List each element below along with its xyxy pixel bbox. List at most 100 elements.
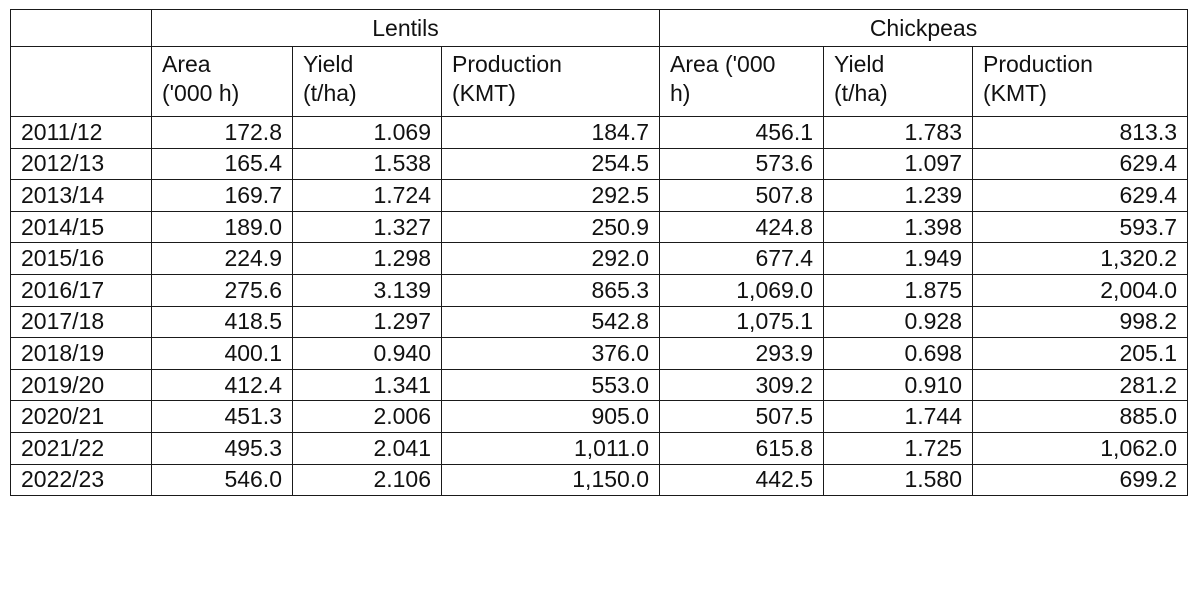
cell-chickpeas-production: 813.3 (972, 116, 1189, 149)
cell-chickpeas-production: 885.0 (972, 400, 1189, 433)
cell-lentils-area: 172.8 (151, 116, 293, 149)
cell-year: 2019/20 (10, 368, 152, 402)
cell-lentils-yield: 3.139 (292, 273, 442, 307)
cell-chickpeas-area: 424.8 (659, 210, 825, 244)
cell-lentils-yield: 0.940 (292, 337, 442, 370)
cell-chickpeas-production: 205.1 (972, 337, 1189, 370)
cell-year: 2013/14 (10, 179, 152, 212)
cell-lentils-area: 495.3 (151, 431, 293, 465)
header-line: ('000 h) (162, 80, 240, 106)
cell-chickpeas-area: 507.8 (659, 179, 825, 212)
cell-chickpeas-area: 309.2 (659, 368, 825, 402)
cell-year: 2020/21 (10, 400, 152, 433)
header-line: Area ('000 (670, 51, 776, 77)
cell-chickpeas-production: 699.2 (972, 463, 1189, 497)
header-line: (t/ha) (303, 80, 357, 106)
cell-chickpeas-production: 629.4 (972, 179, 1189, 212)
cell-chickpeas-area: 507.5 (659, 400, 825, 433)
cell-chickpeas-yield: 1.725 (823, 431, 974, 465)
table-row: 2014/15 189.0 1.327 250.9 424.8 1.398 593.7 (10, 210, 1189, 244)
cell-year: 2012/13 (10, 147, 152, 181)
cell-year: 2022/23 (10, 463, 152, 497)
column-header-chickpeas-area: Area ('000 h) (659, 46, 825, 117)
cell-chickpeas-area: 573.6 (659, 147, 825, 181)
cell-chickpeas-area: 1,075.1 (659, 305, 825, 339)
cell-lentils-area: 169.7 (151, 179, 293, 212)
cell-chickpeas-yield: 1.875 (823, 273, 974, 307)
cell-lentils-production: 905.0 (440, 400, 661, 433)
cell-chickpeas-production: 998.2 (972, 305, 1189, 339)
header-line: Production (452, 51, 562, 77)
table-row: 2011/12 172.8 1.069 184.7 456.1 1.783 813.3 (10, 116, 1189, 149)
production-table: Lentils Chickpeas Area ('000 h) Yield (t/h… (10, 9, 1189, 497)
cell-lentils-yield: 2.106 (292, 463, 442, 497)
cell-lentils-production: 865.3 (440, 273, 661, 307)
cell-year: 2021/22 (10, 431, 152, 465)
cell-chickpeas-yield: 0.910 (823, 368, 974, 402)
cell-lentils-yield: 1.538 (292, 147, 442, 181)
cell-lentils-area: 546.0 (151, 463, 293, 497)
column-header-chickpeas-yield: Yield (t/ha) (823, 46, 974, 117)
cell-chickpeas-yield: 1.239 (823, 179, 974, 212)
group-header-chickpeas: Chickpeas (659, 9, 1189, 47)
cell-chickpeas-area: 293.9 (659, 337, 825, 370)
cell-lentils-production: 376.0 (440, 337, 661, 370)
cell-chickpeas-yield: 0.698 (823, 337, 974, 370)
corner-cell (10, 9, 152, 47)
table-row: 2017/18 418.5 1.297 542.8 1,075.1 0.928 998.2 (10, 305, 1189, 339)
header-line: (t/ha) (834, 80, 888, 106)
cell-year: 2011/12 (10, 116, 152, 149)
cell-lentils-yield: 1.327 (292, 210, 442, 244)
column-header-lentils-area: Area ('000 h) (151, 46, 293, 117)
cell-chickpeas-yield: 1.580 (823, 463, 974, 497)
corner-cell-sub (10, 46, 152, 117)
table-row: 2019/20 412.4 1.341 553.0 309.2 0.910 281.2 (10, 368, 1189, 402)
cell-lentils-area: 275.6 (151, 273, 293, 307)
table-row: 2015/16 224.9 1.298 292.0 677.4 1.949 1,320.2 (10, 242, 1189, 275)
cell-lentils-area: 451.3 (151, 400, 293, 433)
header-line: Yield (303, 51, 354, 77)
header-line: h) (670, 80, 691, 106)
column-header-lentils-yield: Yield (t/ha) (292, 46, 442, 117)
cell-chickpeas-yield: 1.744 (823, 400, 974, 433)
table-row: 2022/23 546.0 2.106 1,150.0 442.5 1.580 699.2 (10, 463, 1189, 497)
table-row: 2020/21 451.3 2.006 905.0 507.5 1.744 885.0 (10, 400, 1189, 433)
table-row: 2016/17 275.6 3.139 865.3 1,069.0 1.875 2,004.… (10, 273, 1189, 307)
cell-lentils-production: 184.7 (440, 116, 661, 149)
header-line: Production (983, 51, 1093, 77)
cell-lentils-production: 254.5 (440, 147, 661, 181)
cell-chickpeas-yield: 1.949 (823, 242, 974, 275)
cell-lentils-yield: 1.341 (292, 368, 442, 402)
cell-lentils-yield: 1.724 (292, 179, 442, 212)
cell-chickpeas-production: 1,062.0 (972, 431, 1189, 465)
cell-year: 2017/18 (10, 305, 152, 339)
group-header-row: Lentils Chickpeas (10, 9, 1189, 47)
cell-chickpeas-area: 442.5 (659, 463, 825, 497)
cell-chickpeas-production: 2,004.0 (972, 273, 1189, 307)
table-row: 2021/22 495.3 2.041 1,011.0 615.8 1.725 1,062.… (10, 431, 1189, 465)
cell-lentils-yield: 2.006 (292, 400, 442, 433)
cell-year: 2014/15 (10, 210, 152, 244)
cell-lentils-area: 418.5 (151, 305, 293, 339)
column-header-lentils-production: Production (KMT) (440, 46, 661, 117)
cell-lentils-production: 1,150.0 (440, 463, 661, 497)
cell-chickpeas-yield: 1.783 (823, 116, 974, 149)
header-line: (KMT) (983, 80, 1047, 106)
cell-lentils-yield: 1.297 (292, 305, 442, 339)
cell-year: 2015/16 (10, 242, 152, 275)
table-row: 2013/14 169.7 1.724 292.5 507.8 1.239 629.4 (10, 179, 1189, 212)
cell-chickpeas-area: 677.4 (659, 242, 825, 275)
cell-lentils-production: 542.8 (440, 305, 661, 339)
cell-lentils-production: 553.0 (440, 368, 661, 402)
column-header-chickpeas-production: Production (KMT) (972, 46, 1189, 117)
cell-chickpeas-production: 1,320.2 (972, 242, 1189, 275)
cell-lentils-area: 224.9 (151, 242, 293, 275)
cell-lentils-yield: 1.069 (292, 116, 442, 149)
cell-lentils-yield: 1.298 (292, 242, 442, 275)
cell-chickpeas-production: 593.7 (972, 210, 1189, 244)
cell-chickpeas-area: 615.8 (659, 431, 825, 465)
table-row: 2012/13 165.4 1.538 254.5 573.6 1.097 629.4 (10, 147, 1189, 181)
group-header-lentils: Lentils (150, 9, 661, 47)
cell-lentils-production: 292.0 (440, 242, 661, 275)
cell-chickpeas-area: 1,069.0 (659, 273, 825, 307)
